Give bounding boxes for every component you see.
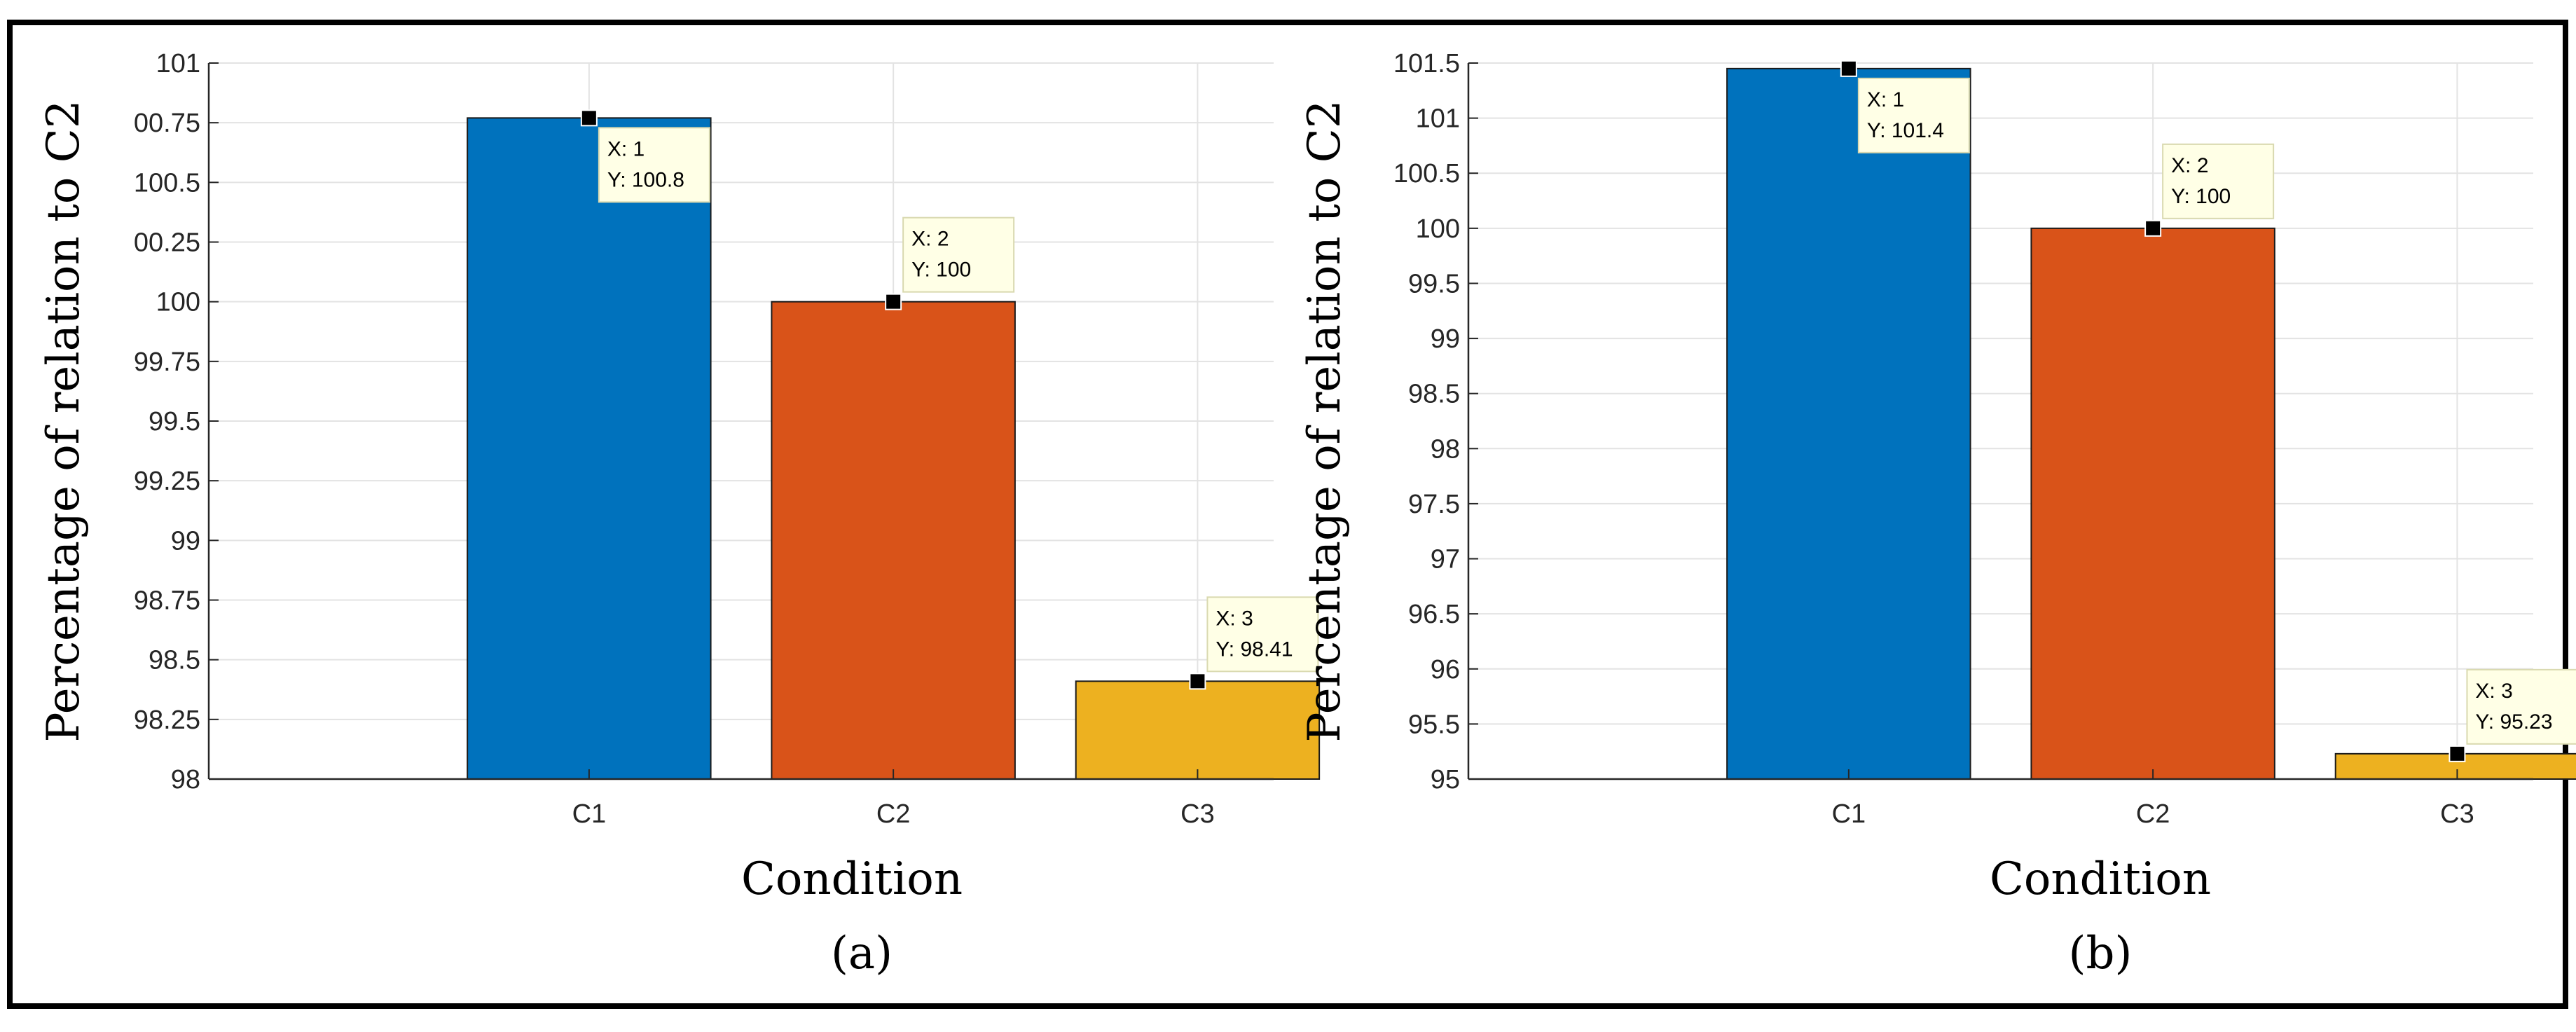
y-tick-label: 96.5 bbox=[1408, 600, 1460, 629]
bar-c1 bbox=[467, 117, 712, 780]
datatip: X: 1 Y: 100.8 bbox=[580, 109, 710, 203]
axes bbox=[207, 62, 1274, 780]
y-tick-label: 98.5 bbox=[149, 646, 200, 675]
chart-panel-a: 98 98.25 98.5 98.75 99 99.25 99.5 99.75 100 00.25… bbox=[38, 49, 1321, 979]
y-tick-label: 00.75 bbox=[134, 109, 200, 138]
y-tick-label: 100 bbox=[1416, 214, 1460, 244]
y-tick-label: 99.25 bbox=[134, 467, 200, 496]
x-tick-label: C3 bbox=[1180, 799, 1215, 829]
datatip-marker bbox=[1189, 673, 1206, 690]
y-tick-label: 99.5 bbox=[1408, 269, 1460, 298]
x-tick-labels: C1 C2 C3 bbox=[1832, 799, 2474, 829]
bars bbox=[1726, 67, 2576, 780]
bar-c1 bbox=[1726, 67, 1971, 780]
datatip-x-text: X: 2 bbox=[2171, 154, 2208, 177]
y-tick-labels: 98 98.25 98.5 98.75 99 99.25 99.5 99.75 100 00.25… bbox=[134, 49, 200, 794]
bar-c2 bbox=[2030, 227, 2275, 780]
datatip-y-text: Y: 98.41 bbox=[1215, 638, 1293, 661]
datatip-x-text: X: 2 bbox=[911, 228, 949, 251]
y-tick-label: 98.5 bbox=[1408, 380, 1460, 409]
datatip-y-text: Y: 95.23 bbox=[2475, 710, 2552, 734]
datatip-y-text: Y: 100 bbox=[2171, 185, 2231, 208]
datatip-marker bbox=[885, 293, 902, 310]
datatip-box bbox=[1857, 77, 1970, 153]
y-tick-label: 99 bbox=[171, 526, 200, 556]
panel-label: (a) bbox=[831, 928, 893, 979]
x-tick-label: C2 bbox=[2136, 799, 2170, 829]
y-tick-label: 101 bbox=[1416, 104, 1460, 134]
y-tick-label: 00.25 bbox=[134, 228, 200, 258]
bar-c3 bbox=[1075, 680, 1321, 780]
datatip: X: 2 Y: 100 bbox=[885, 216, 1015, 310]
y-tick-label: 99.5 bbox=[149, 407, 200, 436]
y-tick-label: 98 bbox=[1431, 434, 1460, 464]
y-tick-label: 95 bbox=[1431, 765, 1460, 794]
datatip: X: 2 Y: 100 bbox=[2144, 143, 2275, 237]
y-tick-label: 100.5 bbox=[134, 168, 200, 198]
x-tick-label: C1 bbox=[1832, 799, 1866, 829]
datatip-box bbox=[1206, 596, 1319, 673]
datatip-box bbox=[598, 127, 710, 203]
x-axis-label: Condition bbox=[1990, 853, 2211, 905]
y-tick-label: 100 bbox=[156, 288, 200, 317]
x-axis-label: Condition bbox=[741, 853, 963, 905]
y-tick-label: 99.75 bbox=[134, 348, 200, 377]
y-axis-label: Percentage of relation to C2 bbox=[1299, 100, 1351, 743]
datatip-y-text: Y: 101.4 bbox=[1867, 119, 1944, 142]
x-tick-labels: C1 C2 C3 bbox=[572, 799, 1215, 829]
y-tick-label: 97.5 bbox=[1408, 490, 1460, 519]
x-tick-label: C3 bbox=[2440, 799, 2474, 829]
datatip-y-text: Y: 100.8 bbox=[607, 168, 684, 191]
x-tick-label: C2 bbox=[876, 799, 911, 829]
data-tips: X: 1 Y: 100.8 X: 2 Y: 100 X: 3 Y: 98.41 bbox=[580, 109, 1319, 690]
y-axis-label: Percentage of relation to C2 bbox=[38, 100, 90, 743]
y-tick-label: 101.5 bbox=[1393, 49, 1460, 78]
datatip-x-text: X: 3 bbox=[2475, 680, 2512, 703]
datatip-box bbox=[2466, 668, 2576, 745]
y-tick-label: 100.5 bbox=[1393, 159, 1460, 188]
chart-panel-b: 95 95.5 96 96.5 97 97.5 98 98.5 99 99.5 100 100.5 10… bbox=[1299, 49, 2576, 979]
datatip-x-text: X: 3 bbox=[1215, 607, 1253, 630]
data-tips: X: 1 Y: 101.4 X: 2 Y: 100 X: 3 Y: 95.23 bbox=[1840, 60, 2576, 762]
datatip-marker bbox=[2144, 219, 2162, 237]
bar-c2 bbox=[771, 301, 1016, 780]
y-tick-label: 101 bbox=[156, 49, 200, 78]
y-tick-label: 98 bbox=[171, 765, 200, 794]
x-tick-label: C1 bbox=[572, 799, 607, 829]
plot-area bbox=[1468, 63, 2533, 779]
y-tick-label: 98.25 bbox=[134, 706, 200, 735]
datatip-marker bbox=[2448, 745, 2466, 762]
panel-label: (b) bbox=[2069, 928, 2133, 979]
bars bbox=[467, 117, 1321, 780]
y-tick-labels: 95 95.5 96 96.5 97 97.5 98 98.5 99 99.5 100 100.5 10… bbox=[1393, 49, 1460, 794]
datatip: X: 3 Y: 98.41 bbox=[1189, 596, 1319, 690]
datatip: X: 3 Y: 95.23 bbox=[2448, 668, 2576, 762]
datatip: X: 1 Y: 101.4 bbox=[1840, 60, 1970, 153]
y-tick-label: 96 bbox=[1431, 655, 1460, 684]
y-tick-label: 95.5 bbox=[1408, 710, 1460, 739]
datatip-x-text: X: 1 bbox=[607, 137, 645, 160]
y-tick-label: 99 bbox=[1431, 324, 1460, 354]
y-tick-label: 98.75 bbox=[134, 586, 200, 616]
datatip-x-text: X: 1 bbox=[1867, 88, 1904, 111]
datatip-box bbox=[2162, 143, 2275, 219]
datatip-marker bbox=[1840, 60, 1857, 77]
datatip-box bbox=[902, 216, 1015, 293]
datatip-marker bbox=[580, 109, 598, 127]
y-tick-label: 97 bbox=[1431, 545, 1460, 575]
axes bbox=[1467, 62, 2533, 780]
datatip-y-text: Y: 100 bbox=[911, 259, 971, 282]
